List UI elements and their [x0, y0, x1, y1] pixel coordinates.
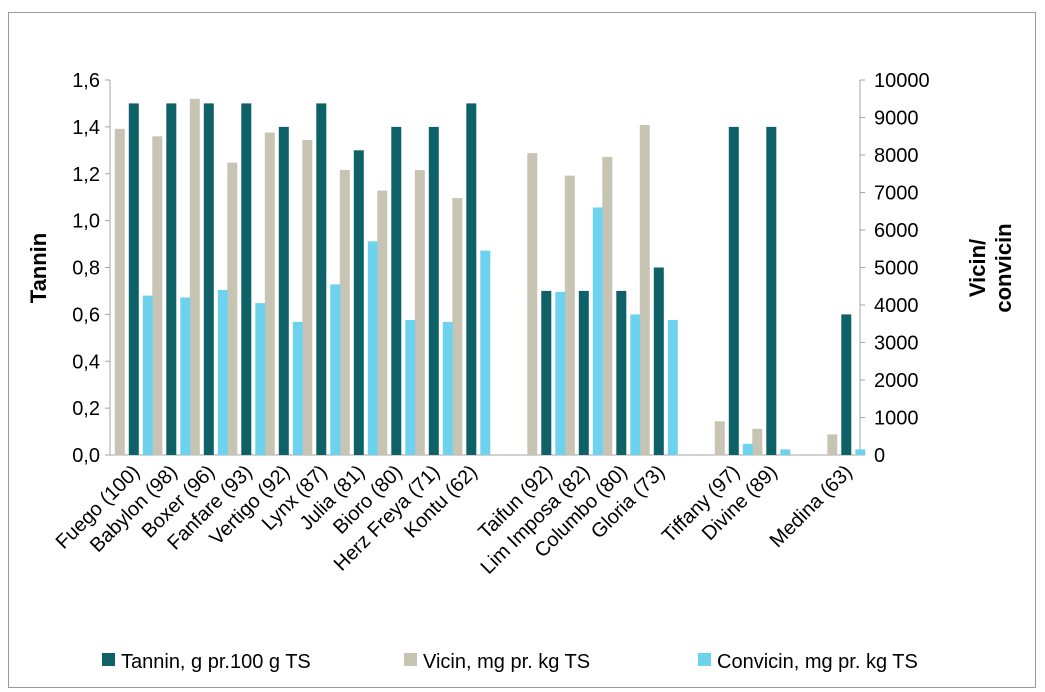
legend-label: Vicin, mg pr. kg TS — [423, 651, 590, 673]
bar-vicin — [602, 156, 613, 455]
y-tick-label-right: 7000 — [874, 183, 919, 205]
bar-convicin — [630, 314, 641, 455]
bar-tannin — [466, 103, 477, 456]
bar-convicin — [855, 449, 866, 455]
bar-tannin — [241, 103, 252, 456]
bar-tannin — [391, 126, 402, 456]
bar-convicin — [180, 297, 191, 455]
bar-convicin — [255, 303, 266, 455]
legend-label: Tannin, g pr.100 g TS — [121, 651, 311, 673]
legend-swatch — [404, 653, 417, 666]
bar-vicin — [114, 128, 125, 456]
bar-vicin — [827, 434, 838, 455]
bar-convicin — [217, 290, 228, 455]
y-tick-label-left: 1,2 — [72, 164, 100, 186]
y-tick-label-right: 1000 — [874, 408, 919, 430]
bar-convicin — [330, 284, 341, 455]
bar-convicin — [780, 449, 791, 455]
y-axis-title-left: Tannin — [26, 233, 51, 303]
y-tick-label-right: 9000 — [874, 108, 919, 130]
bar-vicin — [639, 125, 650, 455]
y-tick-label-left: 0,4 — [72, 351, 100, 373]
y-tick-label-right: 4000 — [874, 295, 919, 317]
bar-tannin — [578, 290, 589, 455]
bar-tannin — [616, 290, 627, 455]
bar-vicin — [339, 170, 350, 455]
bar-tannin — [316, 103, 327, 456]
bar-tannin — [353, 150, 364, 456]
y-axis-title-right: Vicin/ — [965, 239, 990, 297]
bar-tannin — [541, 290, 552, 455]
bar-vicin — [189, 98, 200, 456]
bar-tannin — [203, 103, 214, 456]
chart-frame — [8, 12, 1036, 688]
bar-vicin — [564, 175, 575, 455]
bar-vicin — [527, 153, 538, 455]
bar-vicin — [414, 170, 425, 455]
bar-convicin — [292, 321, 303, 455]
bar-vicin — [227, 162, 238, 455]
bar-tannin — [166, 103, 177, 456]
bar-convicin — [480, 250, 491, 455]
y-tick-label-right: 10000 — [874, 70, 930, 92]
y-tick-label-left: 0,8 — [72, 258, 100, 280]
y-tick-label-left: 0,6 — [72, 304, 100, 326]
y-tick-label-right: 2000 — [874, 370, 919, 392]
y-tick-label-left: 0,2 — [72, 398, 100, 420]
bar-convicin — [555, 291, 566, 455]
bar-vicin — [752, 428, 763, 456]
bar-tannin — [766, 126, 777, 456]
y-tick-label-right: 0 — [874, 445, 885, 467]
legend-swatch — [102, 653, 115, 666]
bar-convicin — [442, 321, 453, 455]
bar-convicin — [667, 320, 678, 455]
bar-convicin — [592, 207, 603, 455]
legend-swatch — [698, 653, 711, 666]
y-tick-label-right: 5000 — [874, 258, 919, 280]
bar-vicin — [264, 132, 275, 455]
bar-tannin — [653, 267, 664, 455]
bar-convicin — [142, 295, 153, 455]
bar-tannin — [278, 126, 289, 456]
bar-vicin — [302, 140, 313, 455]
y-tick-label-right: 6000 — [874, 220, 919, 242]
bar-vicin — [377, 190, 388, 455]
y-axis-title-right: convicin — [991, 223, 1016, 312]
bar-tannin — [728, 126, 739, 456]
y-tick-label-left: 1,6 — [72, 70, 100, 92]
y-tick-label-right: 3000 — [874, 333, 919, 355]
bar-convicin — [367, 241, 378, 455]
y-tick-label-left: 1,4 — [72, 117, 100, 139]
bar-tannin — [841, 314, 852, 455]
bar-tannin — [428, 126, 439, 456]
y-tick-label-right: 8000 — [874, 145, 919, 167]
y-tick-label-left: 0,0 — [72, 445, 100, 467]
bar-vicin — [714, 421, 725, 456]
y-tick-label-left: 1,0 — [72, 211, 100, 233]
bar-convicin — [405, 320, 416, 455]
legend-label: Convicin, mg pr. kg TS — [717, 651, 918, 673]
bar-convicin — [742, 443, 753, 456]
bar-tannin — [128, 103, 139, 456]
bar-vicin — [152, 136, 163, 456]
bar-vicin — [452, 198, 463, 455]
